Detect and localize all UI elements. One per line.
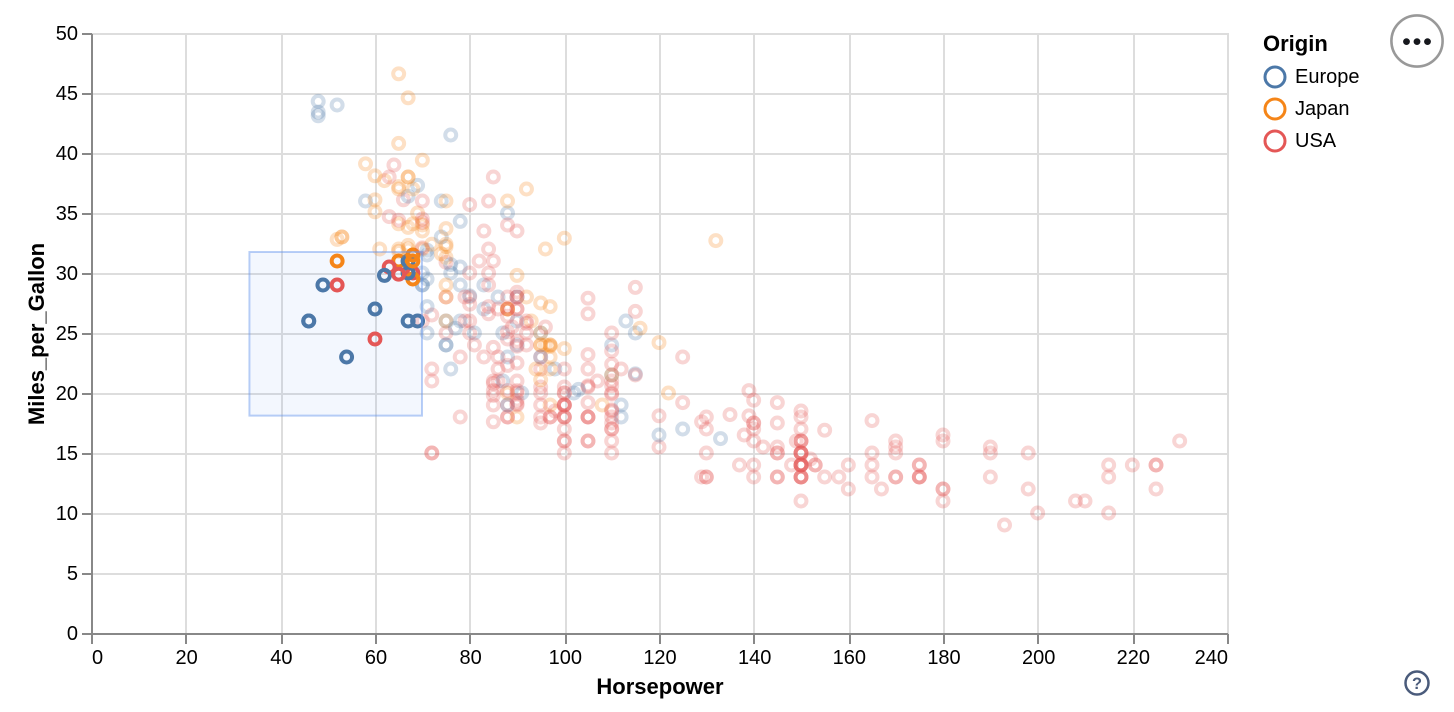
- svg-text:80: 80: [460, 647, 482, 669]
- svg-text:50: 50: [56, 23, 78, 45]
- svg-text:140: 140: [738, 647, 771, 669]
- svg-text:220: 220: [1117, 647, 1150, 669]
- svg-text:160: 160: [833, 647, 866, 669]
- svg-text:120: 120: [643, 647, 676, 669]
- svg-text:30: 30: [56, 263, 78, 285]
- svg-text:Origin: Origin: [1263, 31, 1328, 56]
- svg-text:35: 35: [56, 203, 78, 225]
- svg-text:0: 0: [67, 623, 78, 645]
- svg-text:20: 20: [56, 383, 78, 405]
- svg-text:?: ?: [1412, 674, 1422, 692]
- svg-text:60: 60: [365, 647, 387, 669]
- svg-text:Miles_per_Gallon: Miles_per_Gallon: [24, 243, 49, 425]
- svg-text:180: 180: [927, 647, 960, 669]
- svg-text:200: 200: [1022, 647, 1055, 669]
- svg-text:USA: USA: [1295, 130, 1337, 152]
- svg-text:10: 10: [56, 503, 78, 525]
- svg-text:Europe: Europe: [1295, 66, 1360, 88]
- svg-text:240: 240: [1195, 647, 1228, 669]
- svg-text:5: 5: [67, 563, 78, 585]
- svg-text:0: 0: [92, 647, 103, 669]
- svg-text:40: 40: [270, 647, 292, 669]
- svg-text:Horsepower: Horsepower: [596, 674, 724, 699]
- svg-text:15: 15: [56, 443, 78, 465]
- svg-text:40: 40: [56, 143, 78, 165]
- svg-text:100: 100: [549, 647, 582, 669]
- svg-text:25: 25: [56, 323, 78, 345]
- svg-text:45: 45: [56, 83, 78, 105]
- svg-text:20: 20: [176, 647, 198, 669]
- svg-text:Japan: Japan: [1295, 98, 1350, 120]
